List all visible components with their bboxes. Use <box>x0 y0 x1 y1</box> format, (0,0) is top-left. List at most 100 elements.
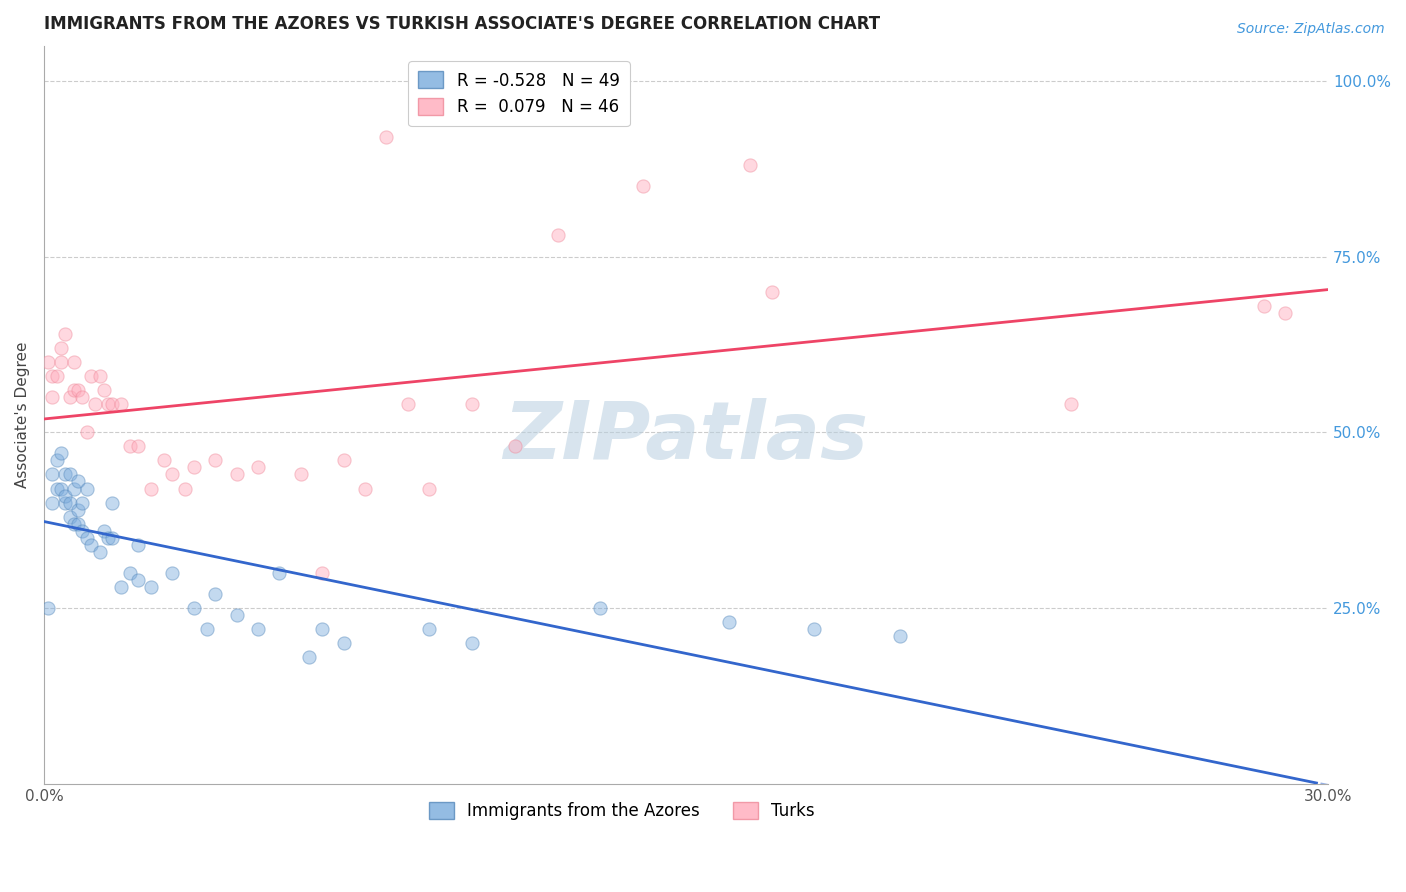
Point <box>225 607 247 622</box>
Text: IMMIGRANTS FROM THE AZORES VS TURKISH ASSOCIATE'S DEGREE CORRELATION CHART: IMMIGRANTS FROM THE AZORES VS TURKISH AS… <box>44 15 880 33</box>
Point <box>76 482 98 496</box>
Point <box>41 390 63 404</box>
Point <box>89 545 111 559</box>
Point <box>72 495 94 509</box>
Point <box>76 531 98 545</box>
Point <box>84 397 107 411</box>
Point <box>174 482 197 496</box>
Point <box>183 601 205 615</box>
Point <box>63 383 86 397</box>
Point <box>41 495 63 509</box>
Point <box>139 580 162 594</box>
Text: ZIPatlas: ZIPatlas <box>503 398 869 475</box>
Point <box>889 629 911 643</box>
Point <box>49 446 72 460</box>
Point <box>418 482 440 496</box>
Text: Source: ZipAtlas.com: Source: ZipAtlas.com <box>1237 22 1385 37</box>
Point <box>246 622 269 636</box>
Point <box>118 439 141 453</box>
Point <box>76 425 98 440</box>
Point <box>311 622 333 636</box>
Point <box>45 369 67 384</box>
Point <box>45 482 67 496</box>
Point <box>461 636 484 650</box>
Point <box>53 326 76 341</box>
Point <box>717 615 740 629</box>
Point <box>37 601 59 615</box>
Point <box>101 495 124 509</box>
Point <box>72 524 94 538</box>
Point <box>1253 299 1275 313</box>
Point <box>67 502 90 516</box>
Point <box>63 482 86 496</box>
Point <box>89 369 111 384</box>
Point <box>503 439 526 453</box>
Point <box>93 524 115 538</box>
Point <box>375 130 398 145</box>
Point <box>97 397 120 411</box>
Point <box>162 467 184 482</box>
Point <box>53 495 76 509</box>
Point <box>195 622 218 636</box>
Y-axis label: Associate's Degree: Associate's Degree <box>15 342 30 488</box>
Point <box>803 622 825 636</box>
Point <box>63 355 86 369</box>
Point <box>80 538 103 552</box>
Point <box>41 369 63 384</box>
Point <box>204 587 226 601</box>
Point <box>127 538 149 552</box>
Point <box>67 516 90 531</box>
Point <box>396 397 419 411</box>
Point <box>49 341 72 355</box>
Point <box>183 460 205 475</box>
Point <box>298 650 321 665</box>
Point <box>80 369 103 384</box>
Point <box>547 228 569 243</box>
Point <box>37 355 59 369</box>
Point <box>1274 306 1296 320</box>
Point <box>53 467 76 482</box>
Point <box>127 573 149 587</box>
Point <box>418 622 440 636</box>
Point <box>332 453 354 467</box>
Point <box>72 390 94 404</box>
Point <box>67 475 90 489</box>
Point <box>58 390 80 404</box>
Point <box>67 383 90 397</box>
Point <box>49 482 72 496</box>
Point <box>45 453 67 467</box>
Point <box>162 566 184 580</box>
Point <box>118 566 141 580</box>
Point <box>58 495 80 509</box>
Point <box>761 285 783 299</box>
Point <box>311 566 333 580</box>
Point <box>53 489 76 503</box>
Legend: Immigrants from the Azores, Turks: Immigrants from the Azores, Turks <box>422 796 821 827</box>
Point <box>110 580 132 594</box>
Point <box>97 531 120 545</box>
Point <box>41 467 63 482</box>
Point <box>461 397 484 411</box>
Point <box>101 397 124 411</box>
Point <box>631 179 654 194</box>
Point <box>246 460 269 475</box>
Point <box>204 453 226 467</box>
Point <box>139 482 162 496</box>
Point <box>152 453 174 467</box>
Point <box>110 397 132 411</box>
Point <box>127 439 149 453</box>
Point <box>740 158 762 172</box>
Point <box>290 467 312 482</box>
Point <box>58 509 80 524</box>
Point <box>269 566 291 580</box>
Point <box>93 383 115 397</box>
Point <box>589 601 612 615</box>
Point <box>354 482 377 496</box>
Point <box>101 531 124 545</box>
Point <box>332 636 354 650</box>
Point <box>225 467 247 482</box>
Point <box>1060 397 1083 411</box>
Point <box>49 355 72 369</box>
Point <box>58 467 80 482</box>
Point <box>63 516 86 531</box>
